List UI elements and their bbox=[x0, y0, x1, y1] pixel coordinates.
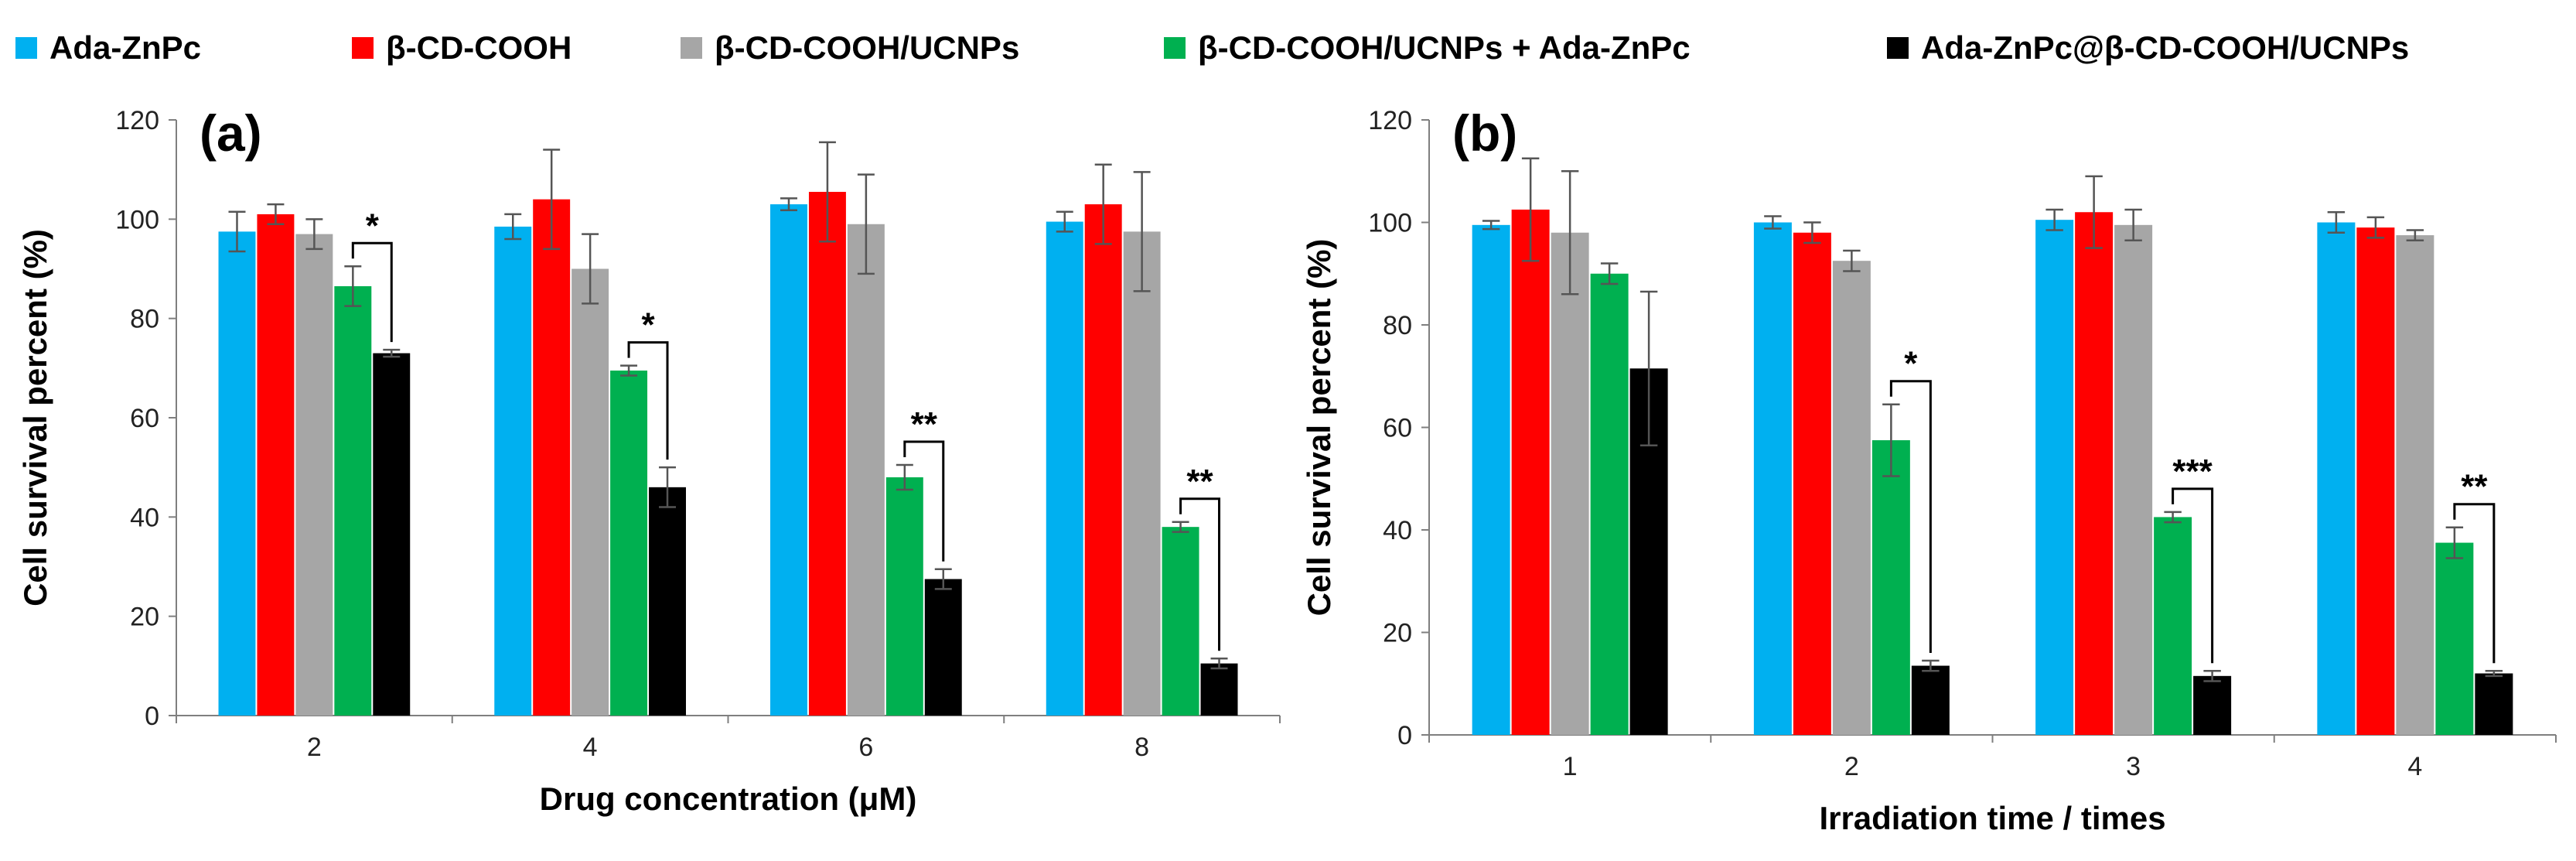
bar bbox=[1046, 221, 1083, 716]
x-axis-title: Irradiation time / times bbox=[1819, 800, 2165, 836]
x-tick-label: 3 bbox=[2126, 752, 2141, 781]
significance-label: ** bbox=[911, 405, 938, 443]
bar bbox=[2075, 212, 2114, 735]
significance-bracket bbox=[2453, 503, 2496, 664]
bar bbox=[257, 214, 295, 716]
chart-legend: Ada-ZnPc β-CD-COOH β-CD-COOH/UCNPs β-CD-… bbox=[0, 15, 2576, 85]
bar bbox=[770, 204, 807, 716]
y-tick-label: 60 bbox=[130, 404, 159, 433]
legend-item-cd-cooh: β-CD-COOH bbox=[352, 29, 571, 67]
x-tick-label: 6 bbox=[858, 733, 873, 762]
x-tick-label: 4 bbox=[583, 733, 598, 762]
legend-label: β-CD-COOH/UCNPs + Ada-ZnPc bbox=[1198, 29, 1691, 66]
y-tick-label: 120 bbox=[115, 106, 159, 135]
bar bbox=[1911, 665, 1950, 735]
x-tick-label: 2 bbox=[1844, 752, 1859, 781]
legend-label: Ada-ZnPc@β-CD-COOH/UCNPs bbox=[1921, 29, 2410, 66]
y-tick-label: 0 bbox=[145, 702, 159, 731]
bar bbox=[610, 371, 648, 716]
bar bbox=[218, 231, 256, 716]
y-axis-title: Cell survival percent (%) bbox=[1301, 239, 1337, 617]
x-tick-label: 8 bbox=[1134, 733, 1149, 762]
bar bbox=[2193, 675, 2232, 735]
bar bbox=[1200, 663, 1238, 716]
y-tick-label: 100 bbox=[1368, 209, 1412, 238]
significance-bracket bbox=[627, 341, 669, 460]
y-axis-title: Cell survival percent (%) bbox=[17, 229, 53, 606]
bar bbox=[571, 268, 609, 716]
x-tick-label: 2 bbox=[307, 733, 322, 762]
legend-label: Ada-ZnPc bbox=[49, 29, 202, 66]
bar bbox=[1753, 222, 1792, 735]
y-tick-label: 20 bbox=[1383, 619, 1412, 648]
bar bbox=[2356, 227, 2395, 735]
legend-item-ada-znpc: Ada-ZnPc bbox=[15, 29, 201, 67]
bar bbox=[1472, 224, 1510, 735]
bar bbox=[2435, 542, 2474, 735]
bar bbox=[494, 226, 532, 716]
legend-swatch bbox=[681, 37, 702, 59]
y-tick-label: 100 bbox=[115, 205, 159, 234]
panel-label: (a) bbox=[200, 104, 262, 162]
y-tick-label: 0 bbox=[1397, 721, 1412, 750]
significance-bracket bbox=[903, 440, 945, 562]
legend-item-cd-cooh-ucnps: β-CD-COOH/UCNPs bbox=[681, 29, 1019, 67]
y-tick-label: 40 bbox=[130, 503, 159, 532]
y-tick-label: 40 bbox=[1383, 516, 1412, 545]
y-tick-label: 120 bbox=[1368, 106, 1412, 135]
bar bbox=[2035, 220, 2074, 735]
significance-bracket bbox=[2172, 487, 2214, 664]
significance-label: ** bbox=[2461, 468, 2488, 506]
bar bbox=[1590, 273, 1629, 735]
bar bbox=[1871, 440, 1910, 735]
bar bbox=[533, 199, 571, 716]
x-tick-label: 1 bbox=[1563, 752, 1578, 781]
legend-item-ada-znpc-complex: Ada-ZnPc@β-CD-COOH/UCNPs bbox=[1887, 29, 2409, 67]
significance-label: * bbox=[641, 306, 655, 344]
bar bbox=[373, 353, 411, 716]
y-tick-label: 20 bbox=[130, 603, 159, 632]
y-tick-label: 80 bbox=[130, 305, 159, 334]
significance-bracket bbox=[1179, 497, 1221, 651]
bar bbox=[847, 224, 885, 716]
panel-label: (b) bbox=[1452, 104, 1517, 162]
bar bbox=[2475, 673, 2513, 735]
bar bbox=[924, 579, 962, 716]
significance-label: * bbox=[366, 207, 380, 244]
x-tick-label: 4 bbox=[2407, 752, 2422, 781]
bar bbox=[334, 285, 372, 716]
bar bbox=[1832, 261, 1871, 735]
legend-swatch bbox=[1887, 37, 1909, 59]
legend-swatch bbox=[1164, 37, 1186, 59]
bar bbox=[2154, 517, 2192, 735]
bar bbox=[2317, 222, 2356, 735]
bar bbox=[2396, 235, 2434, 735]
significance-label: * bbox=[1904, 345, 1918, 383]
x-axis-title: Drug concentration (μM) bbox=[540, 781, 917, 817]
bar bbox=[295, 234, 333, 716]
bar bbox=[649, 487, 686, 716]
y-tick-label: 60 bbox=[1383, 414, 1412, 443]
bar bbox=[1084, 204, 1122, 716]
legend-label: β-CD-COOH/UCNPs bbox=[715, 29, 1020, 66]
significance-bracket bbox=[1889, 380, 1932, 653]
y-tick-label: 80 bbox=[1383, 311, 1412, 340]
significance-label: *** bbox=[2172, 453, 2213, 490]
bar bbox=[1551, 232, 1589, 735]
legend-swatch bbox=[352, 37, 374, 59]
bar bbox=[885, 477, 923, 716]
bar bbox=[1162, 527, 1199, 716]
bar bbox=[1511, 209, 1550, 735]
bar bbox=[1793, 232, 1831, 735]
bar bbox=[2114, 224, 2153, 735]
bar bbox=[1123, 231, 1161, 716]
legend-label: β-CD-COOH bbox=[386, 29, 572, 66]
legend-item-cd-cooh-ucnps-ada-znpc: β-CD-COOH/UCNPs + Ada-ZnPc bbox=[1164, 29, 1691, 67]
significance-bracket bbox=[351, 241, 393, 343]
legend-swatch bbox=[15, 37, 37, 59]
significance-label: ** bbox=[1186, 463, 1213, 501]
bar bbox=[808, 192, 846, 716]
